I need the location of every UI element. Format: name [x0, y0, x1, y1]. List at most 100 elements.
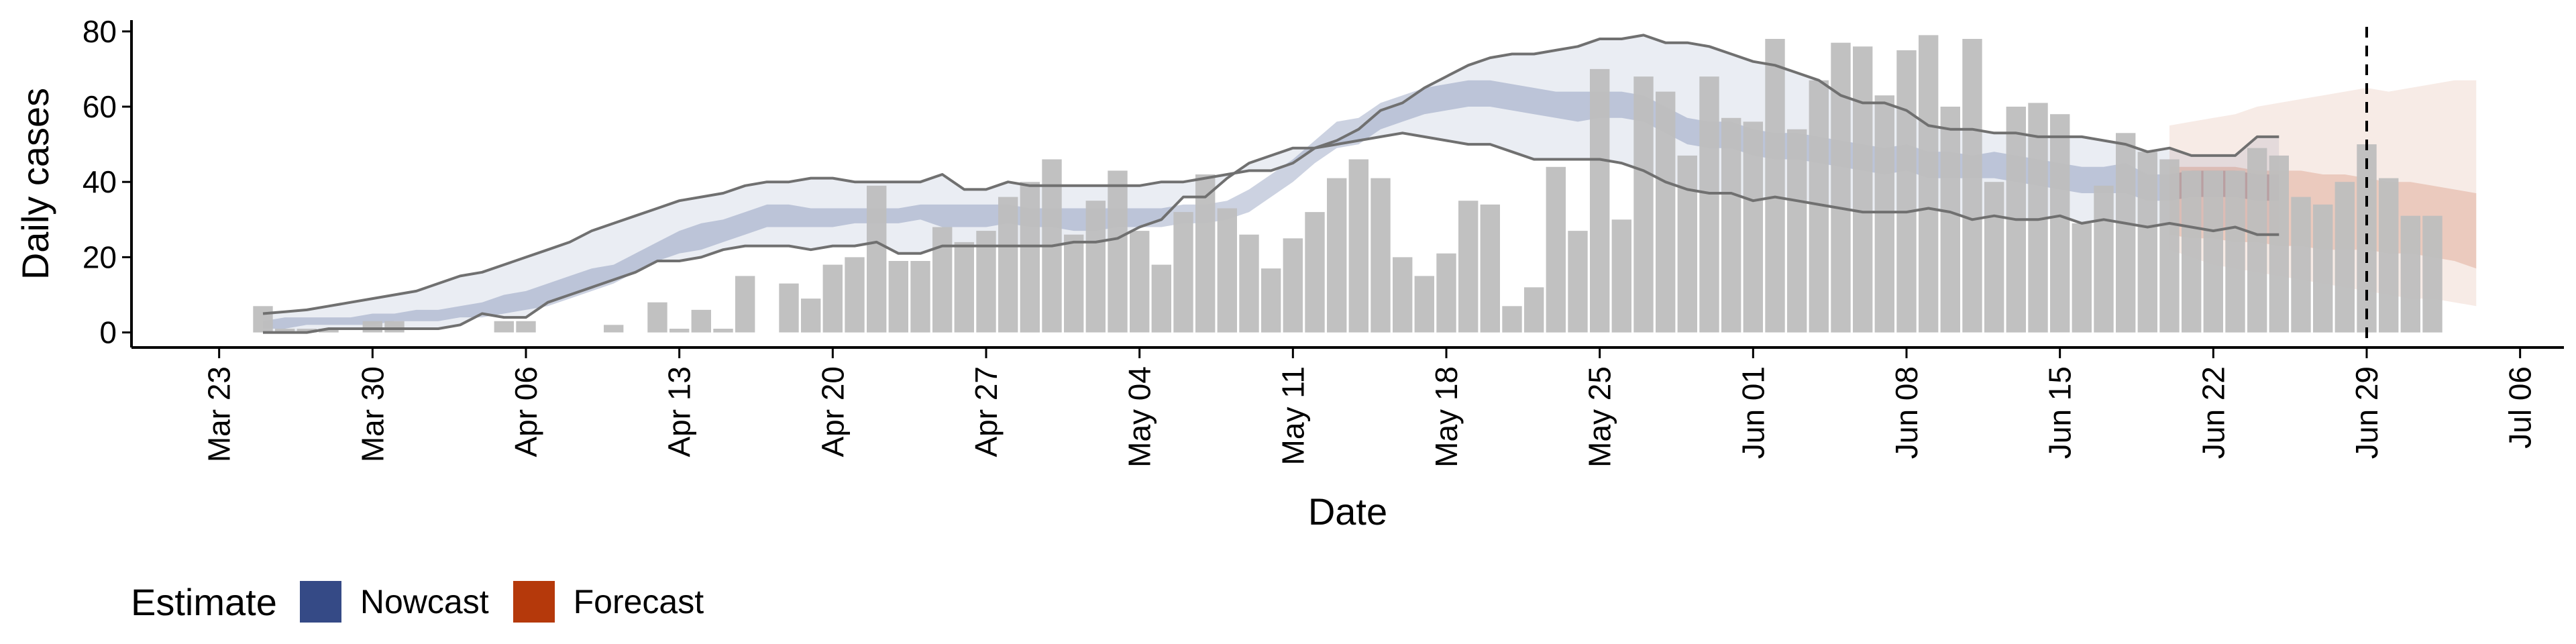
- bar: [779, 283, 799, 333]
- legend-item-forecast: Forecast: [513, 581, 704, 623]
- bar: [1480, 204, 1500, 333]
- bar: [253, 306, 273, 333]
- bar: [669, 329, 690, 333]
- x-tick-label: Apr 27: [969, 366, 1004, 458]
- bar: [735, 276, 755, 333]
- bar: [647, 302, 667, 333]
- bar: [2137, 152, 2157, 333]
- nowcast-lower-line: [263, 131, 2279, 334]
- bar: [1524, 287, 1544, 333]
- y-tick-label: 20: [83, 239, 117, 274]
- bar: [1831, 42, 1851, 333]
- forecast-outer-interval: [2169, 80, 2477, 307]
- bar: [1108, 170, 1128, 333]
- bar: [2334, 182, 2355, 333]
- bar: [1940, 107, 1960, 333]
- bar: [2159, 159, 2180, 333]
- nowcast-upper-line: [262, 34, 2279, 315]
- x-tick-label: Jun 08: [1889, 366, 1924, 459]
- x-tick-label: May 11: [1275, 366, 1310, 465]
- bar: [1896, 50, 1917, 333]
- bar: [2247, 148, 2267, 333]
- bar: [1919, 35, 1939, 333]
- bar: [2225, 170, 2245, 333]
- bar: [1984, 182, 2004, 333]
- bar: [1699, 76, 1719, 333]
- bar: [2291, 197, 2311, 333]
- y-tick-label: 40: [83, 164, 117, 199]
- bar: [2400, 215, 2420, 333]
- bar: [384, 321, 405, 333]
- bar: [845, 257, 865, 333]
- bar: [2422, 215, 2443, 333]
- bar: [1064, 234, 1084, 333]
- bar: [867, 185, 887, 333]
- x-tick-label: Apr 13: [662, 366, 697, 458]
- x-tick-label: Jun 01: [1735, 366, 1770, 459]
- bar: [1874, 95, 1894, 333]
- bar: [1130, 231, 1150, 333]
- x-tick-label: Apr 20: [815, 366, 850, 458]
- bar: [822, 264, 843, 333]
- x-tick-label: Apr 06: [508, 366, 543, 458]
- bar: [932, 227, 953, 333]
- bar: [1458, 201, 1479, 333]
- bar: [494, 321, 514, 333]
- x-tick-label: May 25: [1582, 366, 1617, 468]
- bar: [998, 197, 1018, 333]
- bar: [1568, 231, 1588, 333]
- bar: [2094, 185, 2114, 333]
- bar: [1085, 201, 1106, 333]
- x-tick-label: May 04: [1122, 366, 1157, 468]
- bar: [1962, 39, 1982, 333]
- bar: [1611, 219, 1631, 333]
- bar: [516, 321, 536, 333]
- bar: [1721, 117, 1741, 333]
- bar: [1239, 234, 1259, 333]
- legend: Estimate Nowcast Forecast: [131, 578, 728, 625]
- bar: [691, 309, 711, 333]
- bar: [1305, 212, 1325, 333]
- legend-title: Estimate: [131, 580, 277, 623]
- bar: [1283, 238, 1303, 333]
- bar: [1546, 166, 1566, 333]
- axes: 0 20 40 60 80 Mar 23 Mar 30 Apr 06 Apr 13 Apr 20 A…: [14, 14, 2564, 533]
- bar: [1677, 155, 1697, 333]
- bar: [362, 321, 382, 333]
- bar: [1327, 178, 1347, 333]
- bar: [604, 325, 624, 333]
- bar: [1195, 174, 1216, 333]
- bar: [1656, 91, 1676, 333]
- bar: [1020, 182, 1040, 333]
- legend-swatch-forecast: [513, 581, 555, 623]
- bar: [2116, 133, 2136, 333]
- legend-label-forecast: Forecast: [573, 583, 704, 621]
- y-tick-label: 80: [83, 14, 117, 49]
- bar: [1261, 268, 1281, 333]
- bar: [2203, 170, 2223, 333]
- bar: [275, 329, 295, 333]
- interval-lines: [262, 34, 2279, 334]
- bar: [2313, 204, 2333, 333]
- y-tick-label: 60: [83, 89, 117, 124]
- x-axis-label: Date: [1308, 490, 1387, 533]
- x-tick-label: Jun 22: [2196, 366, 2231, 459]
- bar: [1436, 253, 1456, 333]
- bar: [2182, 170, 2202, 333]
- bar: [2379, 178, 2399, 333]
- bar: [319, 329, 339, 333]
- bar: [910, 261, 930, 333]
- x-tick-label: Jun 29: [2349, 366, 2384, 459]
- x-tick-label: Jul 06: [2503, 366, 2538, 449]
- bar: [976, 231, 996, 333]
- bar: [1151, 264, 1171, 333]
- bar: [297, 329, 317, 333]
- legend-swatch-nowcast: [299, 581, 341, 623]
- bar: [1217, 208, 1237, 333]
- x-tick-label: Mar 23: [202, 366, 237, 462]
- bar: [2050, 114, 2070, 333]
- x-tick-label: Mar 30: [355, 366, 390, 462]
- bar: [713, 329, 733, 333]
- bar: [2072, 223, 2092, 333]
